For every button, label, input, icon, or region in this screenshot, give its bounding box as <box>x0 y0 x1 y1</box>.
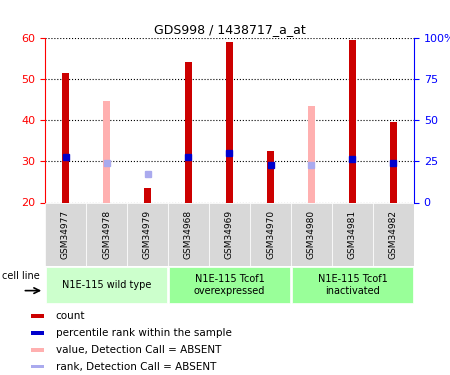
Bar <box>31 314 45 318</box>
Text: value, Detection Call = ABSENT: value, Detection Call = ABSENT <box>56 345 221 355</box>
Bar <box>169 267 290 303</box>
Text: percentile rank within the sample: percentile rank within the sample <box>56 328 231 338</box>
Text: GSM34979: GSM34979 <box>143 210 152 259</box>
Bar <box>308 106 315 202</box>
Bar <box>63 73 68 202</box>
Bar <box>291 202 332 266</box>
Text: N1E-115 Tcof1
overexpressed: N1E-115 Tcof1 overexpressed <box>194 274 265 296</box>
Bar <box>185 62 192 202</box>
Bar <box>267 151 274 202</box>
Text: GSM34968: GSM34968 <box>184 210 193 259</box>
Bar <box>391 122 396 202</box>
Bar <box>31 365 45 368</box>
Title: GDS998 / 1438717_a_at: GDS998 / 1438717_a_at <box>153 23 306 36</box>
Bar <box>332 202 373 266</box>
Text: N1E-115 wild type: N1E-115 wild type <box>62 280 151 290</box>
Text: GSM34977: GSM34977 <box>61 210 70 259</box>
Bar <box>144 188 151 202</box>
Bar <box>226 42 233 203</box>
Bar <box>31 331 45 334</box>
Bar <box>250 202 291 266</box>
Bar <box>349 40 356 203</box>
Bar <box>46 267 167 303</box>
Text: GSM34980: GSM34980 <box>307 210 316 259</box>
Bar <box>86 202 127 266</box>
Bar <box>31 348 45 351</box>
Bar <box>45 202 86 266</box>
Text: GSM34981: GSM34981 <box>348 210 357 259</box>
Text: GSM34982: GSM34982 <box>389 210 398 259</box>
Bar <box>373 202 414 266</box>
Text: GSM34970: GSM34970 <box>266 210 275 259</box>
Text: rank, Detection Call = ABSENT: rank, Detection Call = ABSENT <box>56 362 216 372</box>
Bar <box>209 202 250 266</box>
Bar <box>168 202 209 266</box>
Bar <box>292 267 413 303</box>
Bar <box>127 202 168 266</box>
Text: GSM34978: GSM34978 <box>102 210 111 259</box>
Text: N1E-115 Tcof1
inactivated: N1E-115 Tcof1 inactivated <box>318 274 387 296</box>
Text: GSM34969: GSM34969 <box>225 210 234 259</box>
Text: count: count <box>56 311 85 321</box>
Bar <box>104 102 109 202</box>
Text: cell line: cell line <box>2 271 40 280</box>
